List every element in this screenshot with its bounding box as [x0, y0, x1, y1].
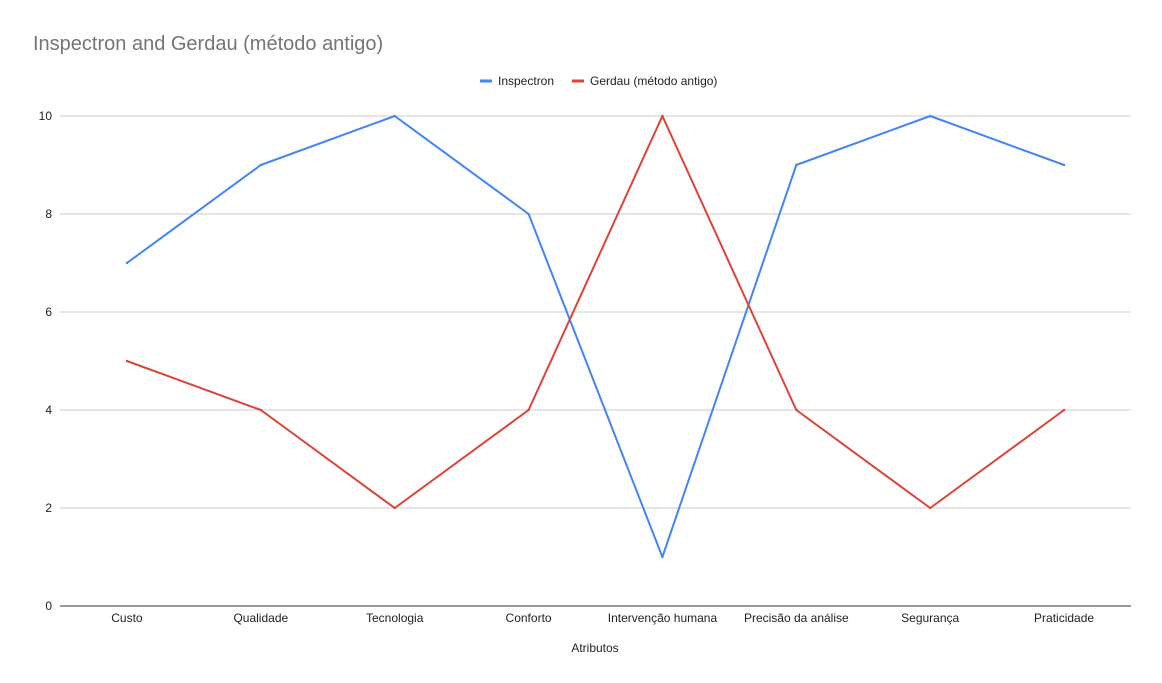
- data-point: [795, 408, 798, 412]
- x-tick-label: Praticidade: [1034, 611, 1094, 625]
- x-tick-label: Precisão da análise: [744, 611, 849, 625]
- gridlines: [60, 115, 1131, 607]
- series-lines: [125, 114, 1066, 559]
- chart-title: Inspectron and Gerdau (método antigo): [33, 33, 383, 55]
- data-point: [661, 114, 664, 118]
- data-point: [125, 261, 129, 265]
- y-tick-label: 10: [39, 109, 53, 123]
- y-tick-label: 4: [45, 403, 52, 417]
- data-point: [527, 212, 530, 216]
- legend-label: Inspectron: [498, 74, 554, 88]
- data-point: [1062, 163, 1066, 167]
- data-point: [928, 506, 932, 510]
- data-point: [527, 408, 530, 412]
- y-tick-label: 0: [45, 599, 52, 613]
- data-point: [393, 506, 396, 510]
- data-point: [928, 114, 932, 118]
- data-point: [661, 555, 664, 559]
- x-tick-label: Conforto: [506, 611, 552, 625]
- y-axis-ticks: 0 2 4 6 8 10: [39, 109, 53, 613]
- legend: Inspectron Gerdau (método antigo): [480, 74, 717, 88]
- data-point: [259, 408, 263, 412]
- series-line-gerdau: [126, 115, 1065, 509]
- series-line-inspectron: [126, 115, 1065, 558]
- y-tick-label: 2: [45, 501, 52, 515]
- x-tick-label: Custo: [111, 611, 143, 625]
- data-point: [795, 163, 798, 167]
- data-point: [393, 114, 396, 118]
- x-axis-ticks: Custo Qualidade Tecnologia Conforto Interven…: [111, 611, 1094, 625]
- y-tick-label: 6: [45, 305, 52, 319]
- x-tick-label: Intervenção humana: [608, 611, 718, 625]
- data-point: [259, 163, 263, 167]
- data-point: [125, 359, 129, 363]
- y-tick-label: 8: [45, 207, 52, 221]
- data-point: [1062, 408, 1066, 412]
- x-axis-title: Atributos: [571, 641, 618, 655]
- legend-label: Gerdau (método antigo): [590, 74, 717, 88]
- x-tick-label: Tecnologia: [366, 611, 424, 625]
- x-tick-label: Segurança: [901, 611, 959, 625]
- x-tick-label: Qualidade: [233, 611, 288, 625]
